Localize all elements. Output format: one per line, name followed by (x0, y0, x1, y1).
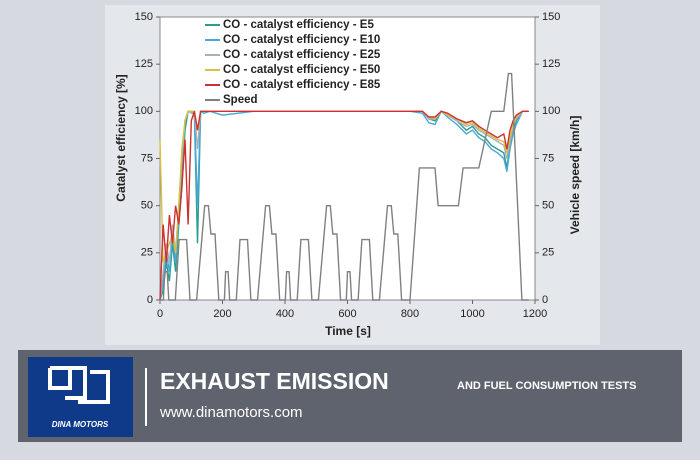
plot-area (159, 16, 536, 301)
x-tick-label: 600 (338, 308, 356, 320)
y2-tick-label: 150 (542, 11, 560, 23)
legend-label: Speed (223, 94, 258, 106)
line (159, 110, 529, 301)
y-tick-label: 50 (141, 200, 153, 212)
legend-label: CO - catalyst efficiency - E25 (223, 49, 381, 61)
y-tick-label: 150 (135, 11, 153, 23)
y-tick-label: 125 (135, 58, 153, 70)
banner-subtitle: AND FUEL CONSUMPTION TESTS (457, 380, 636, 392)
y2-tick-label: 0 (542, 294, 548, 306)
x-tick-label: 1200 (523, 308, 547, 320)
y-axis-label: Catalyst efficiency [%] (114, 74, 128, 201)
legend-label: CO - catalyst efficiency - E10 (223, 34, 380, 46)
y2-tick-label: 75 (542, 152, 554, 164)
x-tick-label: 1000 (460, 308, 484, 320)
y-tick-label: 100 (135, 105, 153, 117)
legend-label: CO - catalyst efficiency - E50 (223, 64, 380, 76)
logo-symbol (48, 366, 110, 404)
y2-axis-label: Vehicle speed [km/h] (568, 116, 582, 235)
x-tick-label: 200 (213, 308, 231, 320)
y2-tick-label: 125 (542, 58, 560, 70)
x-tick-label: 0 (157, 308, 163, 320)
legend-label: CO - catalyst efficiency - E85 (223, 79, 381, 91)
line (160, 72, 529, 301)
chart: 0 25 50 75 100 125 150 0 25 50 75 100 125 150 0 200 400 6… (135, 11, 561, 320)
y-tick-label: 25 (141, 247, 153, 259)
y2-tick-label: 25 (542, 247, 554, 259)
x-tick-label: 800 (401, 308, 419, 320)
y-tick-label: 75 (141, 152, 153, 164)
y2-tick-label: 50 (542, 200, 554, 212)
x-axis-label: Time [s] (325, 324, 371, 338)
y-tick-label: 0 (147, 294, 153, 306)
legend-label: CO - catalyst efficiency - E5 (223, 19, 374, 31)
banner-title: EXHAUST EMISSION (160, 368, 389, 394)
banner-url: www.dinamotors.com (159, 404, 303, 421)
logo-text: DINA MOTORS (52, 420, 109, 429)
y2-tick-label: 100 (542, 105, 560, 117)
x-tick-label: 400 (276, 308, 294, 320)
